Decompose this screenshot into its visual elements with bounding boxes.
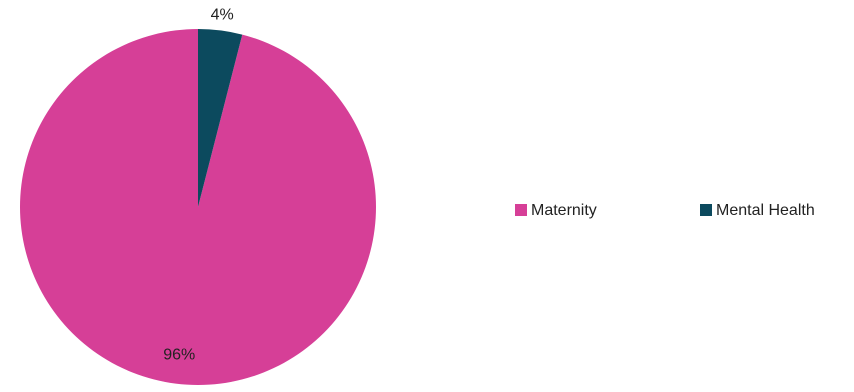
pie-data-labels: 96% 4% <box>163 7 234 364</box>
legend: Maternity Mental Health <box>515 202 815 219</box>
legend-item-mental-health: Mental Health <box>700 202 815 219</box>
pie-slices <box>19 29 376 386</box>
data-label-maternity: 96% <box>163 347 195 364</box>
legend-label: Maternity <box>531 202 597 219</box>
legend-swatch <box>515 204 527 216</box>
data-label-mental-health: 4% <box>211 7 234 24</box>
legend-swatch <box>700 204 712 216</box>
legend-item-maternity: Maternity <box>515 202 597 219</box>
legend-label: Mental Health <box>716 202 815 219</box>
pie-slice-maternity <box>19 29 376 386</box>
pie-slice-mental-health <box>198 29 243 207</box>
